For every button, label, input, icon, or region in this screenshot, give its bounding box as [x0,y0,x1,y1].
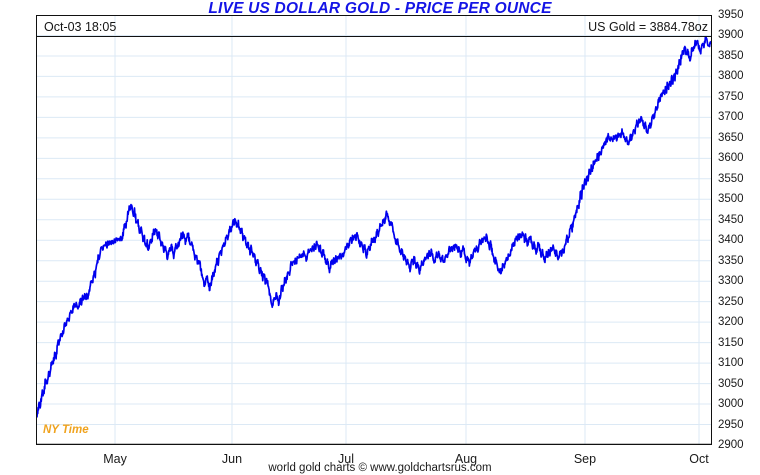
y-axis-tick-label: 3550 [718,172,744,185]
page-title: LIVE US DOLLAR GOLD - PRICE PER OUNCE [208,0,552,17]
y-axis-tick-label: 3050 [718,377,744,390]
price-line [36,35,712,418]
y-axis-tick-label: 3350 [718,254,744,267]
y-axis-tick-label: 3300 [718,275,744,288]
y-axis-tick-label: 3400 [718,234,744,247]
y-axis-tick-label: 3450 [718,213,744,226]
y-axis-tick-label: 3800 [718,70,744,83]
plot-background [36,15,712,445]
y-axis-tick-label: 3950 [718,9,744,21]
plot-area [36,15,712,445]
x-axis-tick-label: Oct [689,452,709,466]
timestamp-label: Oct-03 18:05 [44,20,117,34]
axis-frame [36,15,712,445]
y-axis-tick-label: 3000 [718,398,744,411]
y-axis-tick-label: 2900 [718,439,744,451]
x-axis-tick-label: Aug [454,452,478,466]
y-axis-tick-label: 3650 [718,131,744,144]
y-axis-tick-label: 3750 [718,90,744,103]
x-axis-tick-label: Sep [573,452,597,466]
y-axis-tick-label: 3200 [718,316,744,329]
source-credit: world gold charts © www.goldchartsrus.co… [268,462,492,474]
x-axis-tick-label: May [103,452,127,466]
price-line-svg [36,15,712,445]
y-axis-tick-label: 3500 [718,193,744,206]
current-quote-label: US Gold = 3884.78oz [588,20,708,34]
y-axis-tick-label: 3100 [718,357,744,370]
y-axis-tick-label: 3850 [718,49,744,62]
y-axis-tick-label: 2950 [718,418,744,431]
timezone-label: NY Time [43,424,89,436]
y-axis-tick-label: 3700 [718,111,744,124]
x-axis-tick-label: Jun [221,452,243,466]
y-axis-tick-label: 3250 [718,295,744,308]
y-axis-tick-label: 3600 [718,152,744,165]
x-axis-tick-label: Jul [338,452,354,466]
y-axis-tick-label: 3150 [718,336,744,349]
y-axis-tick-label: 3900 [718,29,744,42]
